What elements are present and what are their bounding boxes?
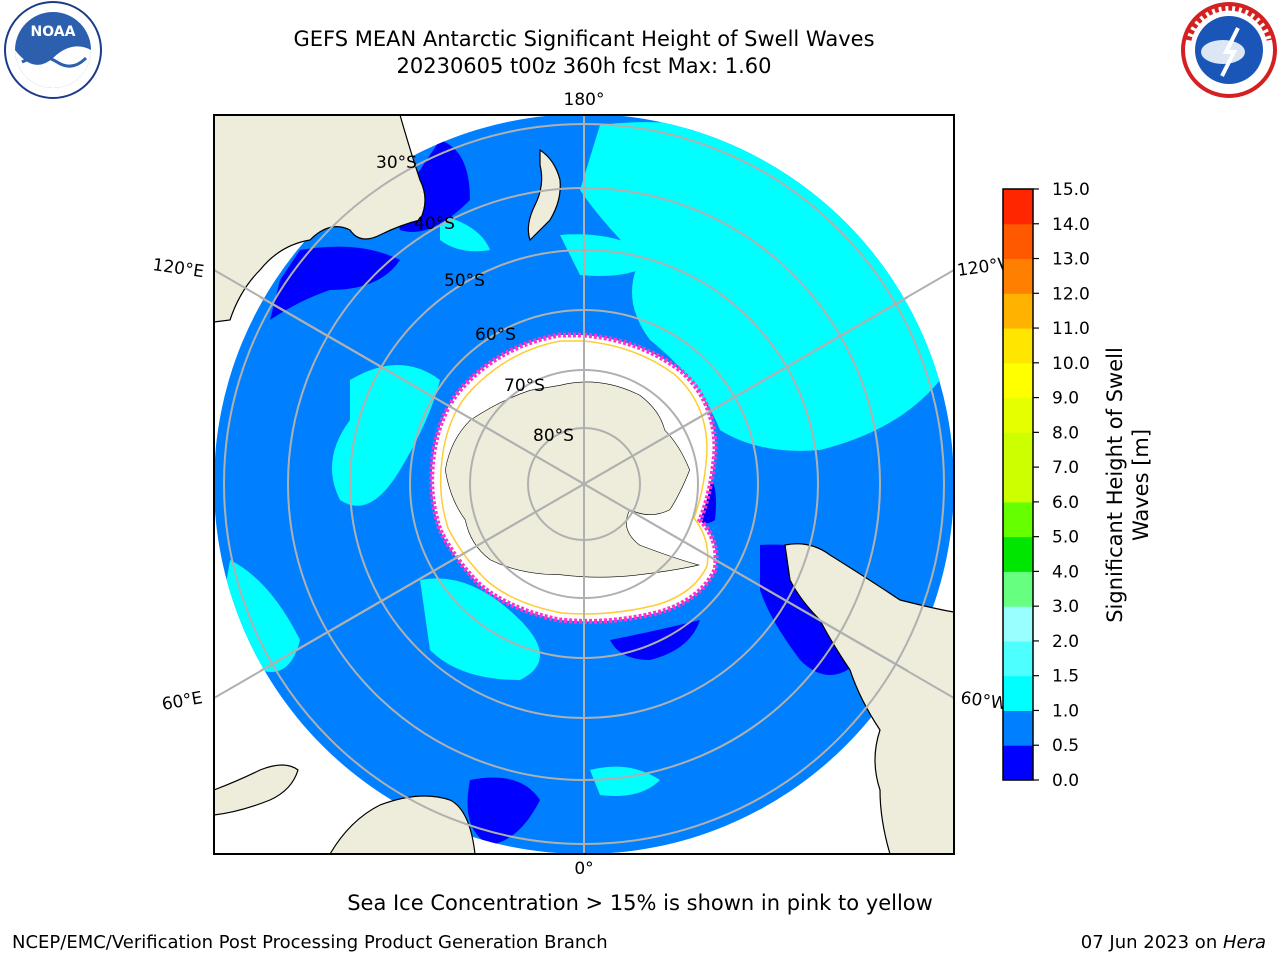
colorbar-segment <box>1003 640 1033 677</box>
footer-host: Hera <box>1222 932 1266 953</box>
sea-ice-region <box>431 335 716 622</box>
colorbar-tick-label: 0.5 <box>1052 736 1079 756</box>
colorbar-tick-label: 9.0 <box>1052 389 1079 409</box>
lon-label-60w: 60°W <box>959 688 1008 714</box>
colorbar-segment <box>1003 675 1033 711</box>
lat-label-50s: 50°S <box>444 271 485 291</box>
map-frame <box>213 114 955 855</box>
colorbar-segment <box>1003 293 1033 329</box>
footer-date-text: 07 Jun 2023 on <box>1080 932 1223 953</box>
colorbar-segment <box>1003 328 1033 364</box>
lon-label-0: 0° <box>574 859 593 879</box>
map-subtitle: 20230605 t00z 360h fcst Max: 1.60 <box>396 54 772 78</box>
colorbar-tick-label: 10.0 <box>1052 354 1090 374</box>
lon-label-180: 180° <box>564 90 605 110</box>
colorbar-tick-label: 13.0 <box>1052 250 1090 270</box>
colorbar-ticks: 0.0 0.5 1.0 1.5 2.0 3.0 4.0 5.0 6.0 7.0 8.0 9.0 10.0… <box>1033 180 1090 791</box>
colorbar-segment <box>1003 223 1033 260</box>
colorbar-tick-label: 3.0 <box>1052 597 1079 617</box>
colorbar-tick-label: 0.0 <box>1052 771 1079 791</box>
colorbar-segment <box>1003 397 1033 433</box>
colorbar-segment <box>1003 258 1033 294</box>
colorbar <box>1003 189 1033 781</box>
lat-label-70s: 70°S <box>504 376 545 396</box>
colorbar-segment <box>1003 501 1033 538</box>
nws-logo <box>1181 2 1277 98</box>
lat-label-60s: 60°S <box>475 325 516 345</box>
colorbar-tick-label: 12.0 <box>1052 284 1090 304</box>
colorbar-tick-label: 7.0 <box>1052 458 1079 478</box>
colorbar-tick-label: 11.0 <box>1052 319 1090 339</box>
lat-label-30s: 30°S <box>376 153 417 173</box>
colorbar-tick-label: 1.5 <box>1052 667 1079 687</box>
noaa-logo-text: NOAA <box>31 24 76 40</box>
colorbar-segment <box>1003 189 1033 225</box>
colorbar-tick-label: 14.0 <box>1052 215 1090 235</box>
lon-label-120e: 120°E <box>151 255 205 282</box>
colorbar-segment <box>1003 432 1033 468</box>
colorbar-segment <box>1003 536 1033 572</box>
colorbar-tick-label: 6.0 <box>1052 493 1079 513</box>
colorbar-label-line2: Waves [m] <box>1129 429 1153 541</box>
colorbar-tick-label: 5.0 <box>1052 528 1079 548</box>
sea-ice-edge <box>429 332 719 624</box>
lat-label-40s: 40°S <box>414 214 455 234</box>
graticule <box>214 115 954 854</box>
colorbar-tick-label: 4.0 <box>1052 562 1079 582</box>
colorbar-tick-label: 1.0 <box>1052 701 1079 721</box>
footer-date: 07 Jun 2023 on Hera <box>1081 932 1266 953</box>
colorbar-frame <box>1002 188 1034 781</box>
colorbar-tick-label: 8.0 <box>1052 423 1079 443</box>
colorbar-segment <box>1003 571 1033 607</box>
lat-label-80s: 80°S <box>533 426 574 446</box>
footer-branch: NCEP/EMC/Verification Post Processing Pr… <box>12 932 608 953</box>
colorbar-segment <box>1003 606 1033 642</box>
colorbar-segment <box>1003 362 1033 399</box>
colorbar-segment <box>1003 745 1033 781</box>
colorbar-segment <box>1003 467 1033 503</box>
sea-ice-note-text: Sea Ice Concentration > 15% is shown in … <box>347 891 933 915</box>
noaa-logo: NOAA <box>4 1 102 99</box>
sea-ice-note: Sea Ice Concentration > 15% is shown in … <box>0 891 1280 915</box>
colorbar-segment <box>1003 710 1033 746</box>
colorbar-tick-label: 15.0 <box>1052 180 1090 200</box>
colorbar-label-line1: Significant Height of Swell <box>1103 347 1127 623</box>
lon-label-60e: 60°E <box>160 688 204 715</box>
map-title: GEFS MEAN Antarctic Significant Height o… <box>293 27 875 51</box>
colorbar-tick-label: 2.0 <box>1052 632 1079 652</box>
